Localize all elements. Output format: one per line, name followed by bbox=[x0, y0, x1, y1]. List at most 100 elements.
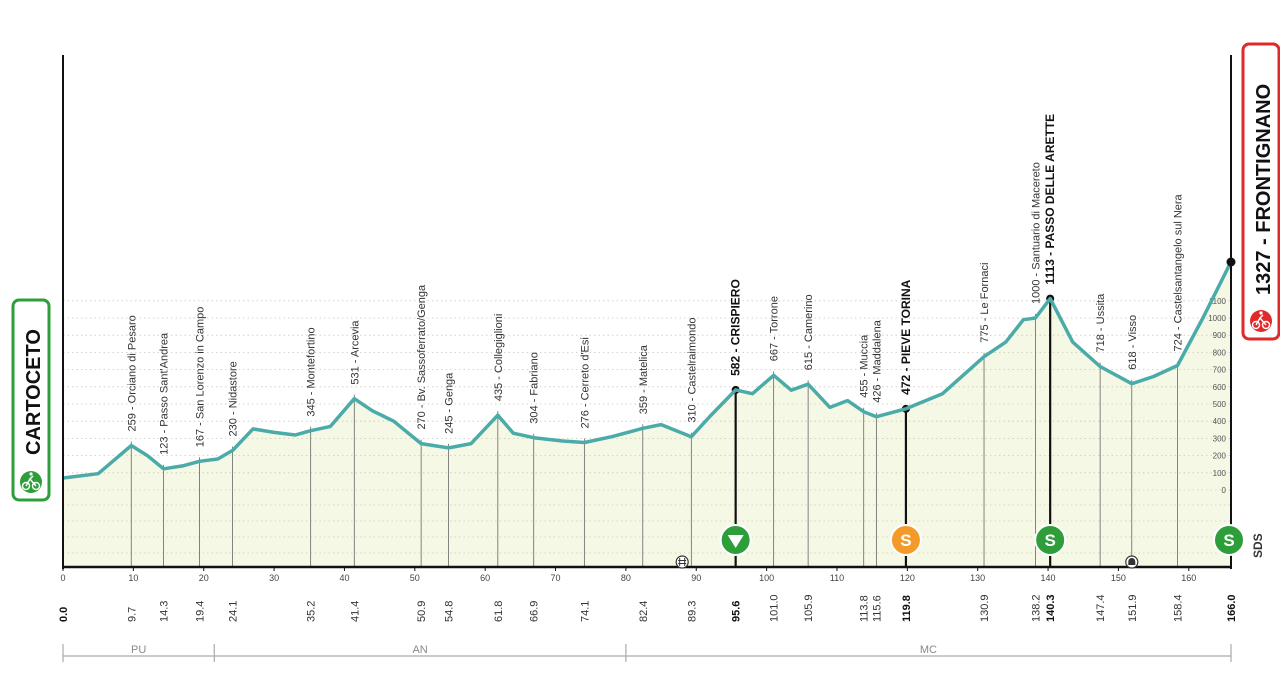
province-strip: PU AN MC bbox=[62, 644, 1232, 662]
elevation-line bbox=[62, 261, 1233, 480]
finish-badge: 1327 - FRONTIGNANO bbox=[1241, 42, 1280, 341]
x-tick-label: 100 bbox=[759, 573, 774, 583]
brand-logo: SDS bbox=[1251, 533, 1265, 558]
x-tick-label: 70 bbox=[551, 573, 561, 583]
waypoint-km-label: 74.1 bbox=[579, 601, 591, 622]
feed-zone-icon bbox=[727, 535, 744, 548]
x-tick-label: 130 bbox=[970, 573, 985, 583]
waypoint-label: 531 - Arcevia bbox=[349, 320, 361, 385]
waypoint-label: 1000 - Santuario di Macereto bbox=[1030, 162, 1042, 304]
waypoint-km-label: 158.4 bbox=[1173, 594, 1185, 622]
waypoint-km-label: 95.6 bbox=[731, 601, 743, 622]
x-tick-label: 160 bbox=[1181, 573, 1196, 583]
elevation-gridlines bbox=[63, 300, 1231, 554]
altitude-label: 600 bbox=[1213, 383, 1227, 392]
waypoint-label: 167 - San Lorenzo in Campo bbox=[195, 307, 207, 448]
altitude-label: 1100 bbox=[1209, 297, 1227, 306]
waypoint-km-label: 50.9 bbox=[416, 601, 428, 622]
climb-icon: S bbox=[1044, 531, 1055, 550]
finish-name: 1327 - FRONTIGNANO bbox=[1253, 84, 1275, 295]
cyclist-icon bbox=[20, 471, 42, 493]
cyclist-icon bbox=[1250, 310, 1272, 332]
finish-dot bbox=[1226, 257, 1236, 267]
waypoint-label: 345 - Montefortino bbox=[306, 327, 318, 416]
x-tick-label: 20 bbox=[199, 573, 209, 583]
altitude-label: 200 bbox=[1213, 452, 1227, 461]
x-tick-label: 10 bbox=[128, 573, 138, 583]
province-label: PU bbox=[131, 644, 146, 656]
x-tick-label: 80 bbox=[621, 573, 631, 583]
waypoint-label: 455 - Muccia bbox=[859, 334, 871, 398]
level-crossing-icon bbox=[675, 555, 689, 569]
elevation-area bbox=[63, 261, 1231, 567]
waypoint-km-label: 35.2 bbox=[306, 601, 318, 622]
waypoint-label: 724 - Castelsantangelo sul Nera bbox=[1173, 193, 1185, 351]
waypoint-label: 435 - Collegiglioni bbox=[493, 314, 505, 401]
sprint-icon: S bbox=[900, 531, 911, 550]
province-label: AN bbox=[412, 644, 427, 656]
x-tick-label: 110 bbox=[830, 573, 844, 583]
waypoint-km-label: 89.3 bbox=[686, 601, 698, 622]
climb-marker bbox=[1034, 524, 1067, 556]
waypoint-label: 667 - Torrone bbox=[769, 296, 781, 361]
waypoint-km-label: 24.1 bbox=[228, 601, 240, 622]
waypoint-km-label: 66.9 bbox=[529, 601, 541, 622]
waypoint-km-label: 130.9 bbox=[979, 594, 991, 622]
climb-marker bbox=[1213, 524, 1245, 556]
waypoint-label: 276 - Cerreto d'Esi bbox=[579, 337, 591, 428]
waypoint-lines bbox=[130, 294, 1178, 567]
waypoint-km-label: 113.8 bbox=[859, 595, 871, 622]
x-tick-label: 120 bbox=[900, 573, 915, 583]
start-km-label: 0.0 bbox=[58, 607, 70, 622]
waypoint-label: 1113 - PASSO DELLE ARETTE bbox=[1043, 114, 1057, 285]
waypoint-km-label: 54.8 bbox=[444, 601, 456, 622]
level-crossing-shape bbox=[678, 558, 687, 566]
waypoint-km-label: 119.8 bbox=[901, 595, 913, 622]
x-tick-label: 60 bbox=[480, 573, 490, 583]
altitude-label: 1000 bbox=[1208, 314, 1226, 323]
waypoint-km-label: 151.9 bbox=[1127, 594, 1139, 622]
altitude-label: 0 bbox=[1222, 486, 1227, 495]
waypoint-labels: 259 - Orciano di Pesaro 123 - Passo Sant'… bbox=[126, 114, 1184, 455]
x-tick-label: 40 bbox=[339, 573, 349, 583]
x-tick-label: 90 bbox=[691, 573, 701, 583]
waypoint-label: 718 - Ussita bbox=[1095, 293, 1107, 353]
altitude-label: 800 bbox=[1213, 348, 1227, 357]
altitude-label: 900 bbox=[1213, 331, 1227, 340]
waypoint-label: 472 - PIEVE TORINA bbox=[899, 279, 913, 394]
start-badge: CARTOCETO bbox=[11, 298, 51, 502]
waypoint-km-label: 105.9 bbox=[803, 594, 815, 622]
waypoint-km-label: 19.4 bbox=[195, 601, 207, 622]
waypoint-label: 245 - Genga bbox=[444, 372, 456, 434]
waypoint-km-label: 14.3 bbox=[159, 601, 171, 622]
x-tick-label: 150 bbox=[1111, 573, 1126, 583]
waypoint-label: 426 - Maddalena bbox=[871, 319, 883, 402]
altitude-label: 400 bbox=[1213, 417, 1227, 426]
waypoint-km-label: 9.7 bbox=[126, 607, 138, 622]
altitude-label: 500 bbox=[1213, 400, 1227, 409]
waypoint-km-label: 115.6 bbox=[871, 595, 883, 622]
climb-icon: S bbox=[1223, 531, 1234, 550]
province-label: MC bbox=[920, 644, 937, 656]
x-tick-label: 140 bbox=[1041, 573, 1056, 583]
waypoint-label: 123 - Passo Sant'Andrea bbox=[159, 332, 171, 455]
waypoint-km-label: 41.4 bbox=[349, 601, 361, 622]
waypoint-label: 618 - Visso bbox=[1127, 315, 1139, 370]
waypoint-label: 359 - Matelica bbox=[638, 344, 650, 414]
waypoint-label: 259 - Orciano di Pesaro bbox=[126, 315, 138, 431]
route-icons bbox=[675, 555, 1139, 569]
altitude-label: 100 bbox=[1213, 469, 1227, 478]
start-name: CARTOCETO bbox=[23, 329, 45, 455]
altitude-scale: 0 100 200 300 400 500 600 700 800 900 1000 1100 bbox=[1208, 297, 1226, 495]
waypoint-label: 230 - Nidastore bbox=[228, 361, 240, 436]
x-tick-label: 50 bbox=[410, 573, 420, 583]
waypoint-label: 615 - Camerino bbox=[803, 294, 815, 370]
waypoint-label: 304 - Fabriano bbox=[529, 352, 541, 424]
x-axis-ticks: 0 10 20 30 40 50 60 70 80 90 100 110 120 130 140 150 160 bbox=[60, 567, 1196, 583]
waypoint-label: 270 - Bv. Sassoferrato/Genga bbox=[416, 284, 428, 430]
waypoint-label: 582 - CRISPIERO bbox=[729, 279, 743, 376]
waypoint-label: 775 - Le Fornaci bbox=[979, 263, 991, 343]
altitude-label: 700 bbox=[1213, 366, 1227, 375]
